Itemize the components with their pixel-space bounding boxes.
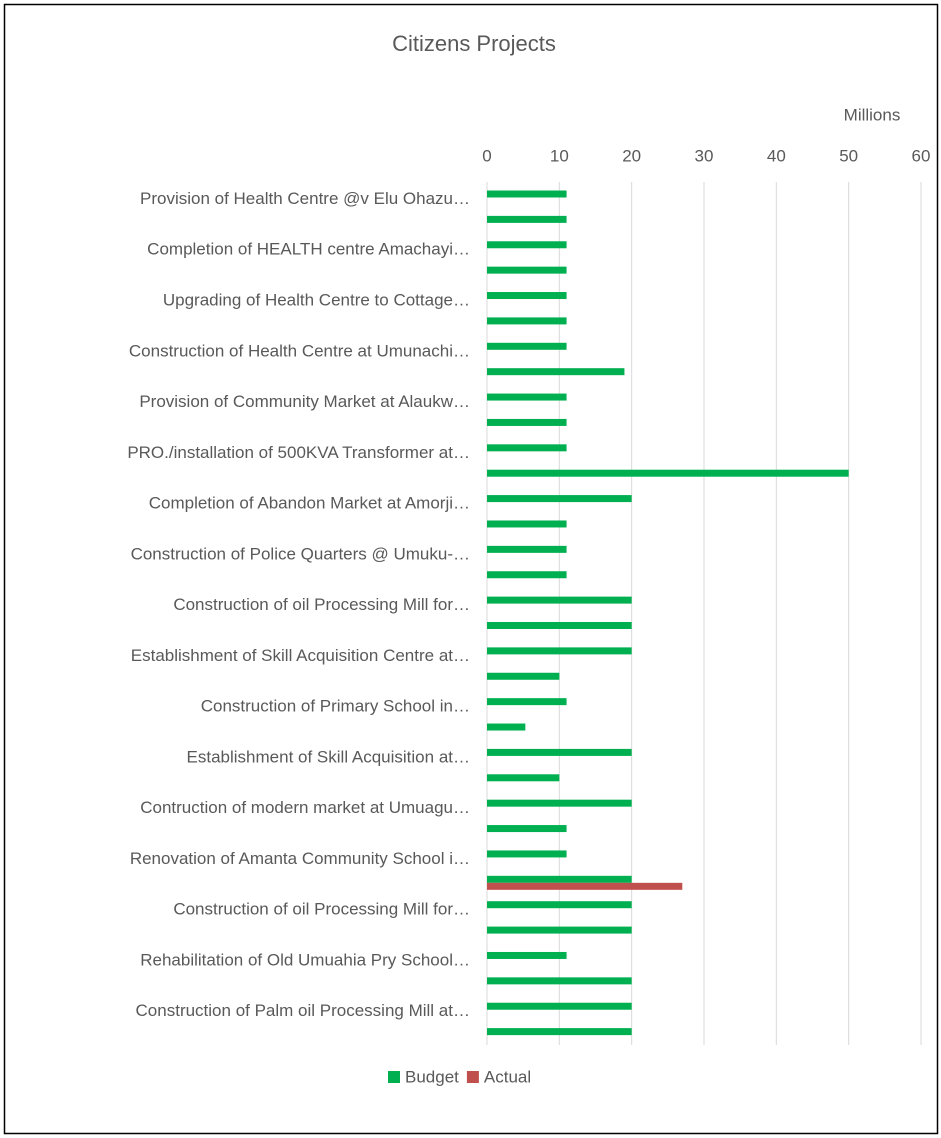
y-tick-label: Construction of Health Centre at Umunach… — [129, 341, 470, 360]
x-tick-label: 30 — [695, 146, 714, 165]
bar — [487, 825, 567, 833]
bar — [487, 1002, 632, 1010]
bar — [487, 418, 567, 426]
bar — [487, 393, 567, 401]
bar — [487, 545, 567, 553]
y-tick-label: Completion of HEALTH centre Amachayi… — [147, 240, 470, 259]
bar — [487, 444, 567, 452]
x-tick-label: 50 — [839, 146, 858, 165]
y-tick-label: Construction of Palm oil Processing Mill… — [136, 1001, 470, 1020]
bar — [487, 672, 560, 680]
bar — [487, 520, 567, 528]
y-tick-label: Construction of Police Quarters @ Umuku-… — [131, 544, 470, 563]
x-tick-label: 60 — [912, 146, 931, 165]
y-tick-label: Renovation of Amanta Community School i… — [130, 849, 470, 868]
bar — [487, 647, 632, 655]
bar — [487, 596, 632, 604]
bar — [487, 926, 632, 934]
bar — [487, 342, 567, 350]
x-tick-label: 20 — [622, 146, 641, 165]
y-tick-label: Provision of Community Market at Alaukw… — [139, 392, 470, 411]
bar — [487, 951, 567, 959]
y-tick-label: Upgrading of Health Centre to Cottage… — [163, 291, 470, 310]
bar — [487, 850, 567, 858]
legend-label: Budget — [405, 1067, 459, 1086]
y-tick-label: Construction of oil Processing Mill for… — [173, 595, 470, 614]
y-tick-label: Provision of Health Centre @v Elu Ohazu… — [140, 189, 470, 208]
bar — [487, 495, 632, 503]
y-tick-label: Rehabilitation of Old Umuahia Pry School… — [140, 950, 470, 969]
bar — [487, 215, 567, 223]
bar — [487, 622, 632, 629]
legend-label: Actual — [484, 1067, 531, 1086]
bar — [487, 748, 632, 756]
y-tick-label: PRO./installation of 500KVA Transformer … — [127, 443, 470, 462]
bar — [487, 723, 526, 731]
bar — [487, 266, 567, 274]
bar — [487, 875, 632, 883]
bar — [487, 368, 625, 376]
bar — [487, 317, 567, 325]
bar — [487, 469, 849, 477]
bar — [487, 571, 567, 579]
chart-title: Citizens Projects — [392, 31, 556, 56]
bar — [487, 799, 632, 807]
bar — [487, 1028, 632, 1036]
bar — [487, 292, 567, 300]
legend-swatch — [466, 1071, 479, 1083]
bar — [487, 698, 567, 706]
y-tick-label: Construction of Primary School in… — [201, 697, 470, 716]
bar — [487, 774, 560, 782]
chart-border — [3, 3, 939, 1135]
bar — [487, 882, 683, 890]
bar — [487, 241, 567, 249]
bar — [487, 901, 632, 909]
legend-swatch — [388, 1071, 400, 1083]
y-tick-label: Establishment of Skill Acquisition Centr… — [131, 646, 470, 665]
axis-unit: Millions — [844, 105, 901, 124]
y-tick-label: Completion of Abandon Market at Amorji… — [149, 494, 470, 513]
y-tick-label: Establishment of Skill Acquisition at… — [187, 747, 470, 766]
y-tick-label: Construction of oil Processing Mill for… — [173, 900, 470, 919]
x-tick-label: 40 — [767, 146, 786, 165]
bar — [487, 977, 632, 985]
x-tick-label: 10 — [550, 146, 569, 165]
bar — [487, 190, 567, 198]
x-tick-label: 0 — [482, 146, 491, 165]
y-tick-label: Contruction of modern market at Umuagu… — [140, 798, 470, 817]
